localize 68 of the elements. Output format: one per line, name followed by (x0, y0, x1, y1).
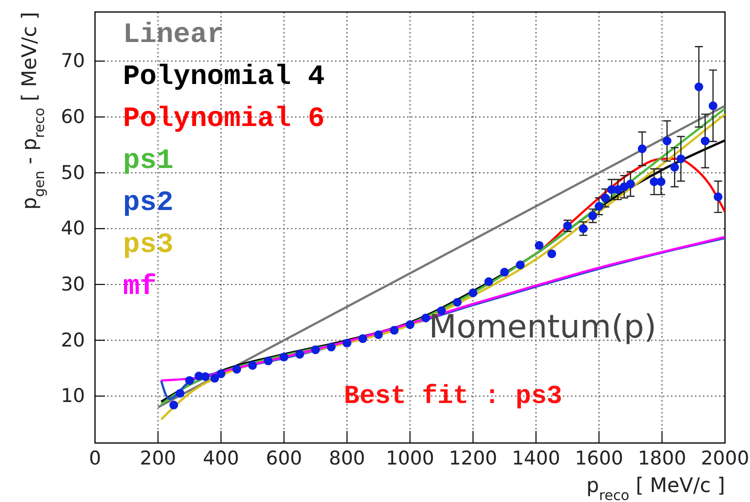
point (547, 249, 556, 258)
point (232, 364, 242, 374)
x-tick-label: 200 (140, 447, 176, 470)
point (714, 192, 722, 202)
point (588, 211, 598, 220)
x-tick-label: 1800 (638, 447, 686, 470)
point (662, 136, 672, 146)
y-tick-label: 40 (60, 218, 85, 240)
x-tick-label: 2000 (700, 447, 750, 470)
point (406, 320, 414, 330)
x-tick-label: 800 (328, 447, 366, 470)
point (311, 345, 320, 354)
point (600, 194, 610, 202)
point (390, 326, 399, 335)
text: ps3 (123, 230, 174, 261)
y-tick-label: 70 (60, 50, 85, 72)
point (700, 136, 710, 146)
text: ps2 (123, 188, 174, 219)
x-axis-title: p$_{reco}$ [ MeV/c ] (586, 473, 725, 502)
annotation: Momentum(p) (428, 307, 657, 346)
point (216, 369, 226, 378)
point (708, 101, 718, 110)
point (342, 338, 352, 348)
point (656, 177, 666, 186)
x-tick-label: 600 (266, 447, 302, 470)
point (638, 144, 647, 154)
point (468, 288, 478, 298)
point (500, 268, 509, 277)
point (484, 277, 494, 286)
y-tick-label: 20 (60, 329, 85, 352)
point (280, 352, 288, 362)
text: mf (123, 272, 157, 303)
point (421, 314, 430, 322)
point (248, 361, 257, 370)
point (169, 400, 178, 410)
y-tick-label: 30 (60, 274, 85, 296)
text: ps1 (123, 146, 174, 177)
point (374, 330, 383, 340)
point (200, 372, 210, 381)
point (452, 298, 462, 307)
y-tick-label: 50 (60, 162, 85, 184)
point (358, 334, 368, 343)
point (594, 202, 604, 211)
x-tick-label: 1200 (448, 447, 498, 470)
point (295, 350, 304, 359)
x-tick-label: 1000 (386, 447, 434, 470)
point (694, 82, 704, 92)
x-tick-label: 1600 (574, 447, 624, 470)
text: Linear (123, 20, 224, 51)
annotation: Best fit : ps3 (344, 380, 562, 411)
point (210, 374, 220, 383)
point (626, 180, 635, 188)
text: Polynomial 4 (123, 62, 325, 93)
point (670, 162, 679, 172)
x-tick-label: 1400 (512, 447, 560, 470)
text: Polynomial 6 (123, 104, 325, 135)
x-tick-label: 400 (202, 447, 240, 470)
x-tick-label: 0 (88, 447, 102, 470)
point (176, 388, 184, 398)
y-tick-label: 60 (60, 106, 85, 128)
point (534, 241, 544, 250)
point (326, 342, 336, 352)
point (578, 224, 588, 233)
y-tick-label: 10 (60, 385, 85, 408)
point (516, 260, 525, 270)
point (676, 154, 686, 164)
point (264, 356, 273, 366)
point (185, 376, 194, 385)
